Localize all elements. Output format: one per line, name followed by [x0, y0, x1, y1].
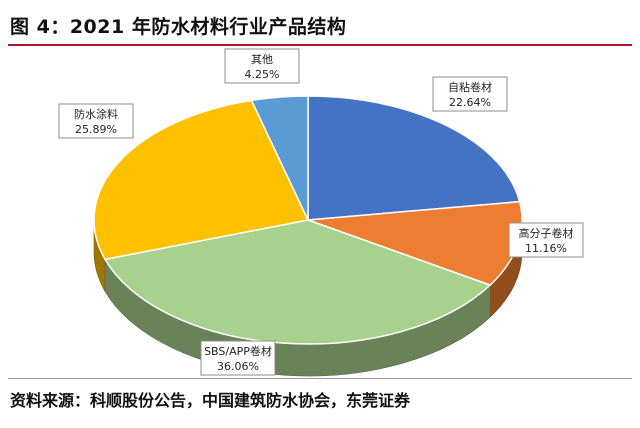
data-label-0: 自粘卷材 22.64%: [432, 76, 508, 112]
data-label-box: [224, 48, 300, 84]
pie-chart: 自粘卷材 22.64% 高分子卷材 11.16% SBS/APP卷材 36.06% 防水涂料…: [58, 48, 584, 377]
data-label-3: 防水涂料 25.89%: [58, 103, 134, 139]
data-label-category: 其他: [251, 53, 273, 66]
pie-slice-0: [307, 95, 521, 221]
chart-title: 图 4：2021 年防水材料行业产品结构: [10, 16, 347, 38]
data-label-box: [508, 222, 584, 258]
data-label-category: 防水涂料: [74, 107, 118, 121]
data-label-4: 其他 4.25%: [224, 48, 300, 84]
data-label-value: 36.06%: [217, 360, 259, 373]
data-label-value: 25.89%: [75, 123, 117, 136]
data-label-box: [200, 340, 276, 376]
data-label-value: 4.25%: [245, 68, 280, 81]
source-divider: [8, 378, 632, 379]
pie-slice-4: [250, 95, 309, 221]
pie-slice-2: [104, 219, 491, 345]
data-label-value: 22.64%: [449, 96, 491, 109]
data-label-1: 高分子卷材 11.16%: [508, 222, 584, 258]
data-label-box: [432, 76, 508, 112]
data-label-2: SBS/APP卷材 36.06%: [200, 340, 276, 376]
data-label-category: 自粘卷材: [448, 80, 492, 94]
title-divider: [8, 44, 632, 46]
data-label-category: SBS/APP卷材: [204, 344, 272, 358]
source-note: 资料来源：科顺股份公告，中国建筑防水协会，东莞证券: [10, 391, 411, 410]
pie-slice-3: [93, 99, 309, 261]
data-label-value: 11.16%: [525, 242, 567, 255]
data-label-category: 高分子卷材: [519, 226, 574, 240]
data-label-box: [58, 103, 134, 139]
